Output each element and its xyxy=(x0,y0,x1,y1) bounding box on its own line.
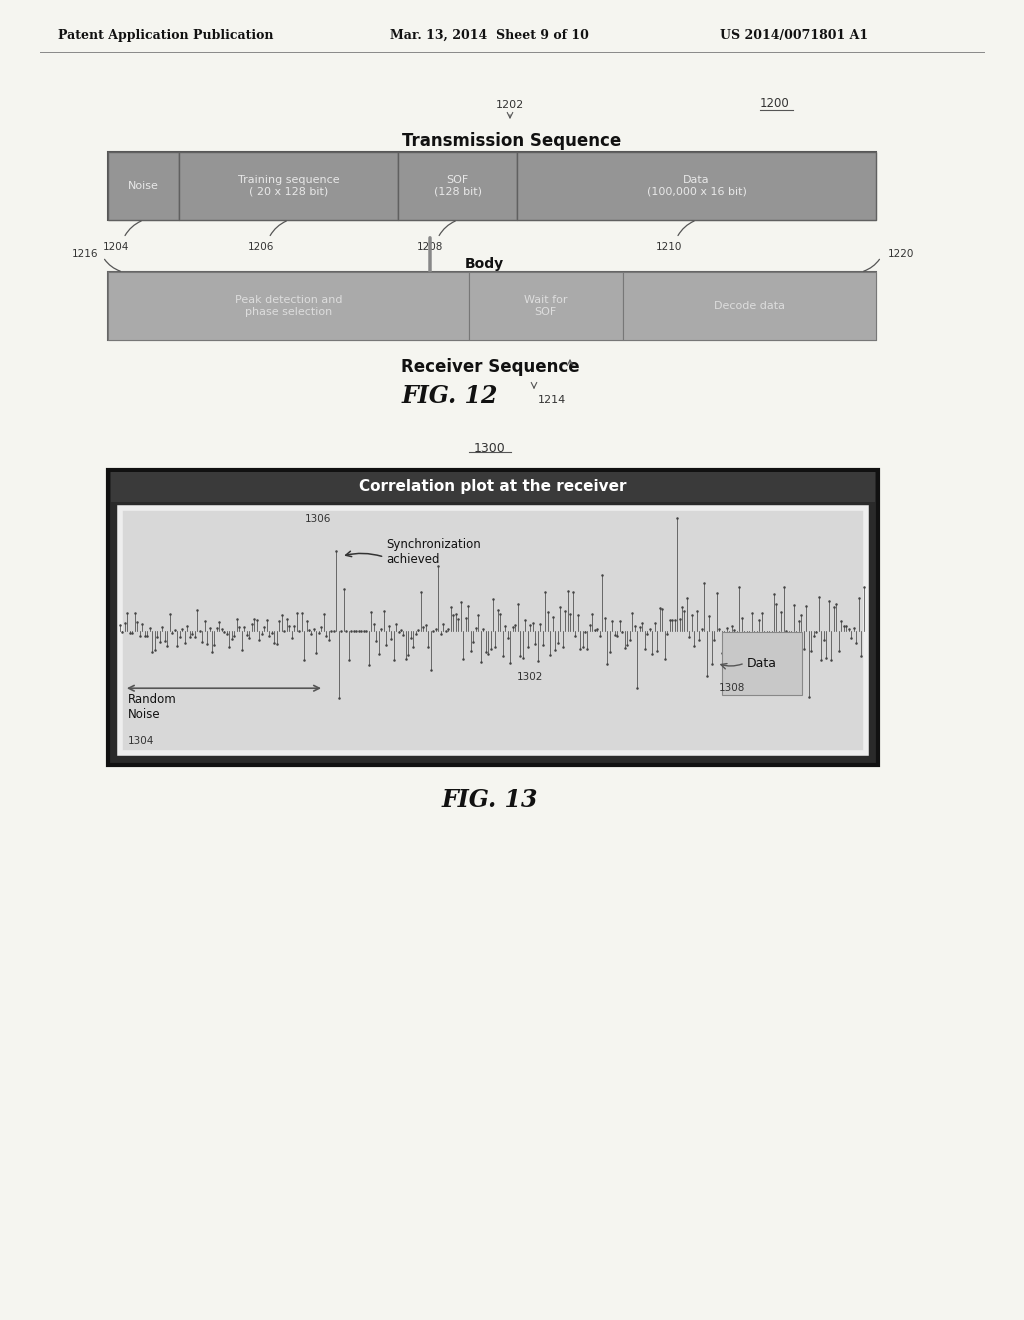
Text: 1210: 1210 xyxy=(655,242,682,252)
Text: Peak detection and
phase selection: Peak detection and phase selection xyxy=(234,296,342,317)
Text: Data: Data xyxy=(746,656,777,669)
Text: Patent Application Publication: Patent Application Publication xyxy=(58,29,273,41)
Text: 1304: 1304 xyxy=(128,737,155,746)
Bar xyxy=(623,272,876,341)
Text: Noise: Noise xyxy=(128,181,159,191)
Text: FIG. 13: FIG. 13 xyxy=(441,788,539,812)
Text: Body
Channel: Body Channel xyxy=(465,257,528,288)
Text: 1202: 1202 xyxy=(496,100,524,110)
Text: US 2014/0071801 A1: US 2014/0071801 A1 xyxy=(720,29,868,41)
Text: 1206: 1206 xyxy=(248,242,274,252)
Bar xyxy=(398,152,517,220)
Bar xyxy=(108,272,469,341)
Bar xyxy=(108,470,878,766)
Text: 1214: 1214 xyxy=(538,395,566,405)
Text: Random
Noise: Random Noise xyxy=(128,693,177,721)
Text: 1216: 1216 xyxy=(72,249,98,259)
Bar xyxy=(108,272,876,341)
Text: Mar. 13, 2014  Sheet 9 of 10: Mar. 13, 2014 Sheet 9 of 10 xyxy=(390,29,589,41)
Text: Wait for
SOF: Wait for SOF xyxy=(524,296,567,317)
Text: 1302: 1302 xyxy=(517,672,544,682)
Bar xyxy=(179,152,398,220)
Text: 1208: 1208 xyxy=(417,242,443,252)
Text: Data
(100,000 x 16 bit): Data (100,000 x 16 bit) xyxy=(647,176,746,197)
Text: Correlation plot at the receiver: Correlation plot at the receiver xyxy=(359,479,627,495)
Text: Training sequence
( 20 x 128 bit): Training sequence ( 20 x 128 bit) xyxy=(238,176,340,197)
Bar xyxy=(108,152,876,220)
Text: 1308: 1308 xyxy=(719,682,745,693)
Bar xyxy=(517,152,876,220)
Text: 1300: 1300 xyxy=(474,441,506,454)
Text: Decode data: Decode data xyxy=(714,301,784,312)
Text: Receiver Sequence: Receiver Sequence xyxy=(400,358,580,376)
Text: 1200: 1200 xyxy=(760,96,790,110)
Bar xyxy=(108,152,179,220)
Text: 1220: 1220 xyxy=(888,249,914,259)
Text: 1204: 1204 xyxy=(102,242,129,252)
Text: Transmission Sequence: Transmission Sequence xyxy=(402,132,622,150)
Bar xyxy=(120,508,866,752)
Text: SOF
(128 bit): SOF (128 bit) xyxy=(434,176,482,197)
Text: FIG. 12: FIG. 12 xyxy=(401,384,499,408)
Bar xyxy=(111,473,874,502)
Text: Synchronization
achieved: Synchronization achieved xyxy=(386,539,481,566)
Text: 1306: 1306 xyxy=(305,513,332,524)
Text: 1218: 1218 xyxy=(435,325,462,335)
Text: 1212: 1212 xyxy=(358,280,385,290)
Bar xyxy=(469,272,623,341)
